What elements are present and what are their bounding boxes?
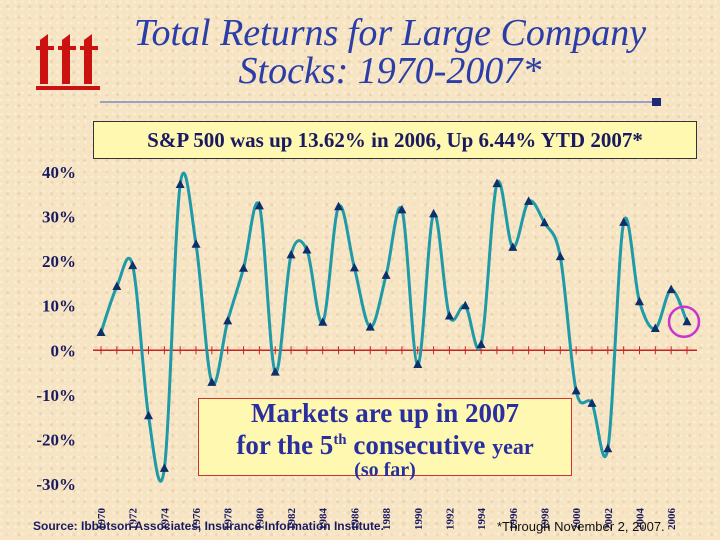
y-tick-label: 10% [42, 297, 76, 316]
data-point [286, 249, 296, 259]
y-tick-label: -10% [36, 386, 76, 405]
data-point [682, 316, 692, 326]
data-point [508, 242, 518, 251]
callout-box: Markets are up in 2007 for the 5th conse… [198, 398, 572, 480]
data-point [444, 310, 454, 320]
data-point-markers [96, 178, 692, 472]
data-point [239, 263, 249, 272]
y-axis-labels: 40% 30% 20% 10% 0% -10% -20% -30% [36, 163, 76, 494]
data-point [302, 245, 312, 254]
x-tick-label: 1978 [223, 508, 235, 531]
data-point [349, 262, 359, 272]
x-tick-label: 2006 [666, 508, 678, 531]
title-line-2: Stocks: 1970-2007* [238, 50, 542, 92]
title-line-1: Total Returns for Large Company [133, 12, 647, 54]
data-point [397, 204, 407, 214]
y-tick-label: 40% [42, 163, 76, 182]
returns-series-line [99, 171, 689, 483]
x-tick-label: 2002 [603, 508, 615, 531]
callout-line-2-pre: for the 5 [236, 430, 334, 460]
data-point [191, 239, 201, 248]
data-point [460, 300, 470, 310]
x-tick-label: 1986 [349, 508, 361, 531]
footnote: *Through November 2, 2007. [497, 519, 665, 534]
data-point [318, 317, 328, 326]
data-point [270, 367, 280, 376]
data-point [587, 398, 597, 407]
x-tick-label: 1994 [476, 508, 488, 531]
data-point [128, 260, 138, 270]
callout-line-2-sup: th [333, 432, 347, 448]
x-tick-label: 1982 [286, 508, 298, 531]
data-point [650, 323, 660, 332]
data-point [603, 443, 613, 453]
callout-line-2: for the 5th consecutive year [199, 427, 571, 460]
x-axis-labels: 1970 1972 1974 1976 1978 1980 1982 1984 1986 1988… [96, 508, 678, 531]
data-point [476, 339, 486, 348]
data-point [365, 322, 375, 331]
y-tick-label: 30% [42, 208, 76, 227]
y-tick-label: -20% [36, 430, 76, 449]
x-tick-label: 1984 [318, 508, 330, 531]
data-point [524, 196, 534, 205]
x-tick-label: 1972 [128, 508, 140, 531]
y-tick-label: 20% [42, 252, 76, 271]
data-point [429, 208, 439, 218]
x-tick-label: 1976 [191, 508, 203, 531]
data-point [207, 377, 217, 386]
source-note: Source: Ibbotson Associates, Insurance I… [33, 519, 384, 533]
data-point [539, 217, 549, 227]
x-tick-label: 1980 [254, 508, 266, 531]
x-tick-label: 1990 [413, 508, 425, 531]
y-tick-label: 0% [51, 341, 77, 360]
data-point [381, 270, 391, 279]
x-tick-label: 1974 [159, 508, 171, 531]
data-point [555, 251, 565, 261]
x-tick-label: 2004 [634, 508, 646, 531]
summary-banner: S&P 500 was up 13.62% in 2006, Up 6.44% … [93, 121, 697, 159]
data-point [254, 200, 264, 210]
highlight-2007-circle [667, 305, 701, 339]
data-point [96, 327, 106, 336]
callout-line-3: (so far) [354, 459, 416, 481]
data-point [413, 359, 423, 369]
x-tick-label: 2000 [571, 508, 583, 531]
callout-line-2-mid: consecutive [346, 430, 493, 460]
data-point [144, 410, 154, 420]
iii-logo-icon [36, 34, 100, 90]
data-point [634, 296, 644, 306]
data-point [175, 179, 185, 188]
data-point [571, 385, 581, 395]
data-point [619, 217, 629, 226]
data-point [666, 284, 676, 294]
x-tick-label: 1996 [508, 508, 520, 531]
data-point [223, 315, 233, 325]
x-tick-label: 1970 [96, 508, 108, 531]
data-point [334, 201, 344, 211]
zero-line [93, 346, 697, 355]
callout-line-1: Markets are up in 2007 [251, 398, 519, 428]
title-divider [100, 101, 660, 103]
x-tick-label: 1988 [381, 508, 393, 531]
highlight-circle [667, 305, 701, 339]
data-point [112, 281, 122, 291]
callout-line-2-end: year [492, 434, 534, 459]
x-tick-label: 1998 [539, 508, 551, 531]
title-divider-end [652, 98, 661, 106]
data-point [159, 463, 169, 472]
data-point [492, 178, 502, 188]
x-tick-label: 1992 [444, 508, 456, 531]
y-tick-label: -30% [36, 475, 76, 494]
page-title: Total Returns for Large Company Stocks: … [110, 14, 670, 90]
